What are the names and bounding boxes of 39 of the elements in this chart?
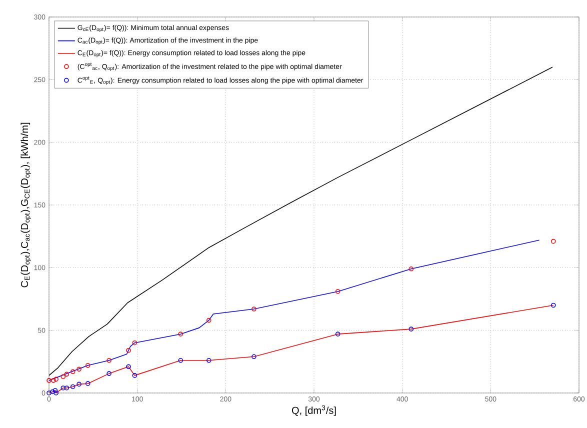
point <box>132 340 138 346</box>
point <box>76 382 82 387</box>
x-axis-title: Q, [dm$^{3}$/s] <box>292 405 336 416</box>
point <box>52 388 58 393</box>
point <box>46 378 52 383</box>
point <box>70 384 76 390</box>
point <box>76 366 82 372</box>
point <box>54 376 58 382</box>
point <box>70 369 76 374</box>
point <box>106 358 112 363</box>
text: C$_{E}$(D$_{opt}$),C$_{ac}$(D$_{opt}$),G$_{CE}$(D$_{opt}$), [kWh/m] <box>20 122 31 288</box>
point <box>85 363 90 368</box>
line-series <box>49 304 554 393</box>
point <box>51 378 56 383</box>
point <box>252 306 256 312</box>
point <box>206 318 212 323</box>
point <box>132 373 138 378</box>
point <box>64 372 70 377</box>
point <box>206 358 212 363</box>
point <box>252 354 256 360</box>
point <box>178 332 184 336</box>
point <box>46 390 52 396</box>
point <box>106 371 112 376</box>
point <box>126 364 131 370</box>
point <box>60 386 66 390</box>
point <box>335 289 340 294</box>
point <box>335 332 340 336</box>
point <box>408 326 414 332</box>
point <box>550 238 556 244</box>
line-series <box>49 240 540 381</box>
point <box>64 386 70 390</box>
point <box>408 266 414 272</box>
point <box>85 381 90 386</box>
point <box>126 348 131 353</box>
point <box>54 390 58 396</box>
point <box>60 374 66 380</box>
point <box>178 358 184 363</box>
point <box>50 389 55 394</box>
point <box>550 302 556 308</box>
